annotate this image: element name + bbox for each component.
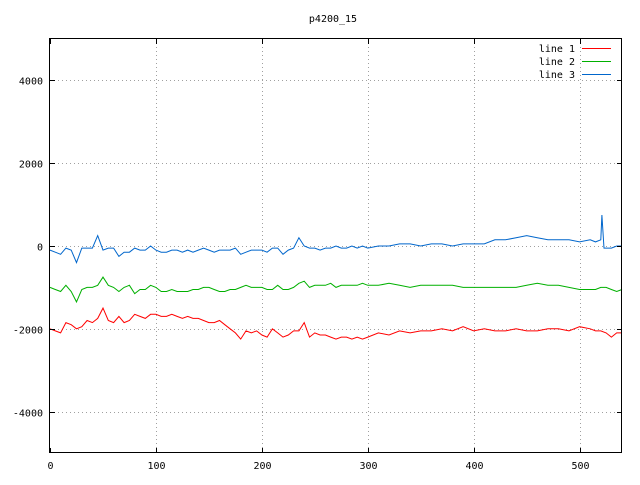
y-tick-label: 0 xyxy=(37,243,43,254)
x-tick-label: 0 xyxy=(47,461,53,472)
grid xyxy=(50,39,622,453)
legend-label-1: line 1 xyxy=(539,44,575,55)
axis-ticks: 0 100 200 300 400 500 -4000 -2000 0 2000 4000 xyxy=(13,39,622,472)
y-tick-label: -4000 xyxy=(13,409,43,420)
legend-label-3: line 3 xyxy=(539,70,575,81)
y-tick-label: -2000 xyxy=(13,326,43,337)
chart-title: p4200_15 xyxy=(309,14,357,25)
series-group xyxy=(49,214,623,340)
x-tick-label: 400 xyxy=(465,461,483,472)
y-tick-label: 2000 xyxy=(19,160,43,171)
legend: line 1 line 2 line 3 xyxy=(539,44,611,81)
legend-label-2: line 2 xyxy=(539,57,575,68)
series-line-2 xyxy=(49,276,623,304)
plot-frame xyxy=(49,38,622,453)
x-tick-label: 500 xyxy=(571,461,589,472)
series-line-1 xyxy=(49,306,622,340)
series-line-3 xyxy=(49,214,622,264)
x-tick-label: 300 xyxy=(359,461,377,472)
y-tick-label: 4000 xyxy=(19,77,43,88)
x-tick-label: 200 xyxy=(253,461,271,472)
x-tick-label: 100 xyxy=(147,461,165,472)
